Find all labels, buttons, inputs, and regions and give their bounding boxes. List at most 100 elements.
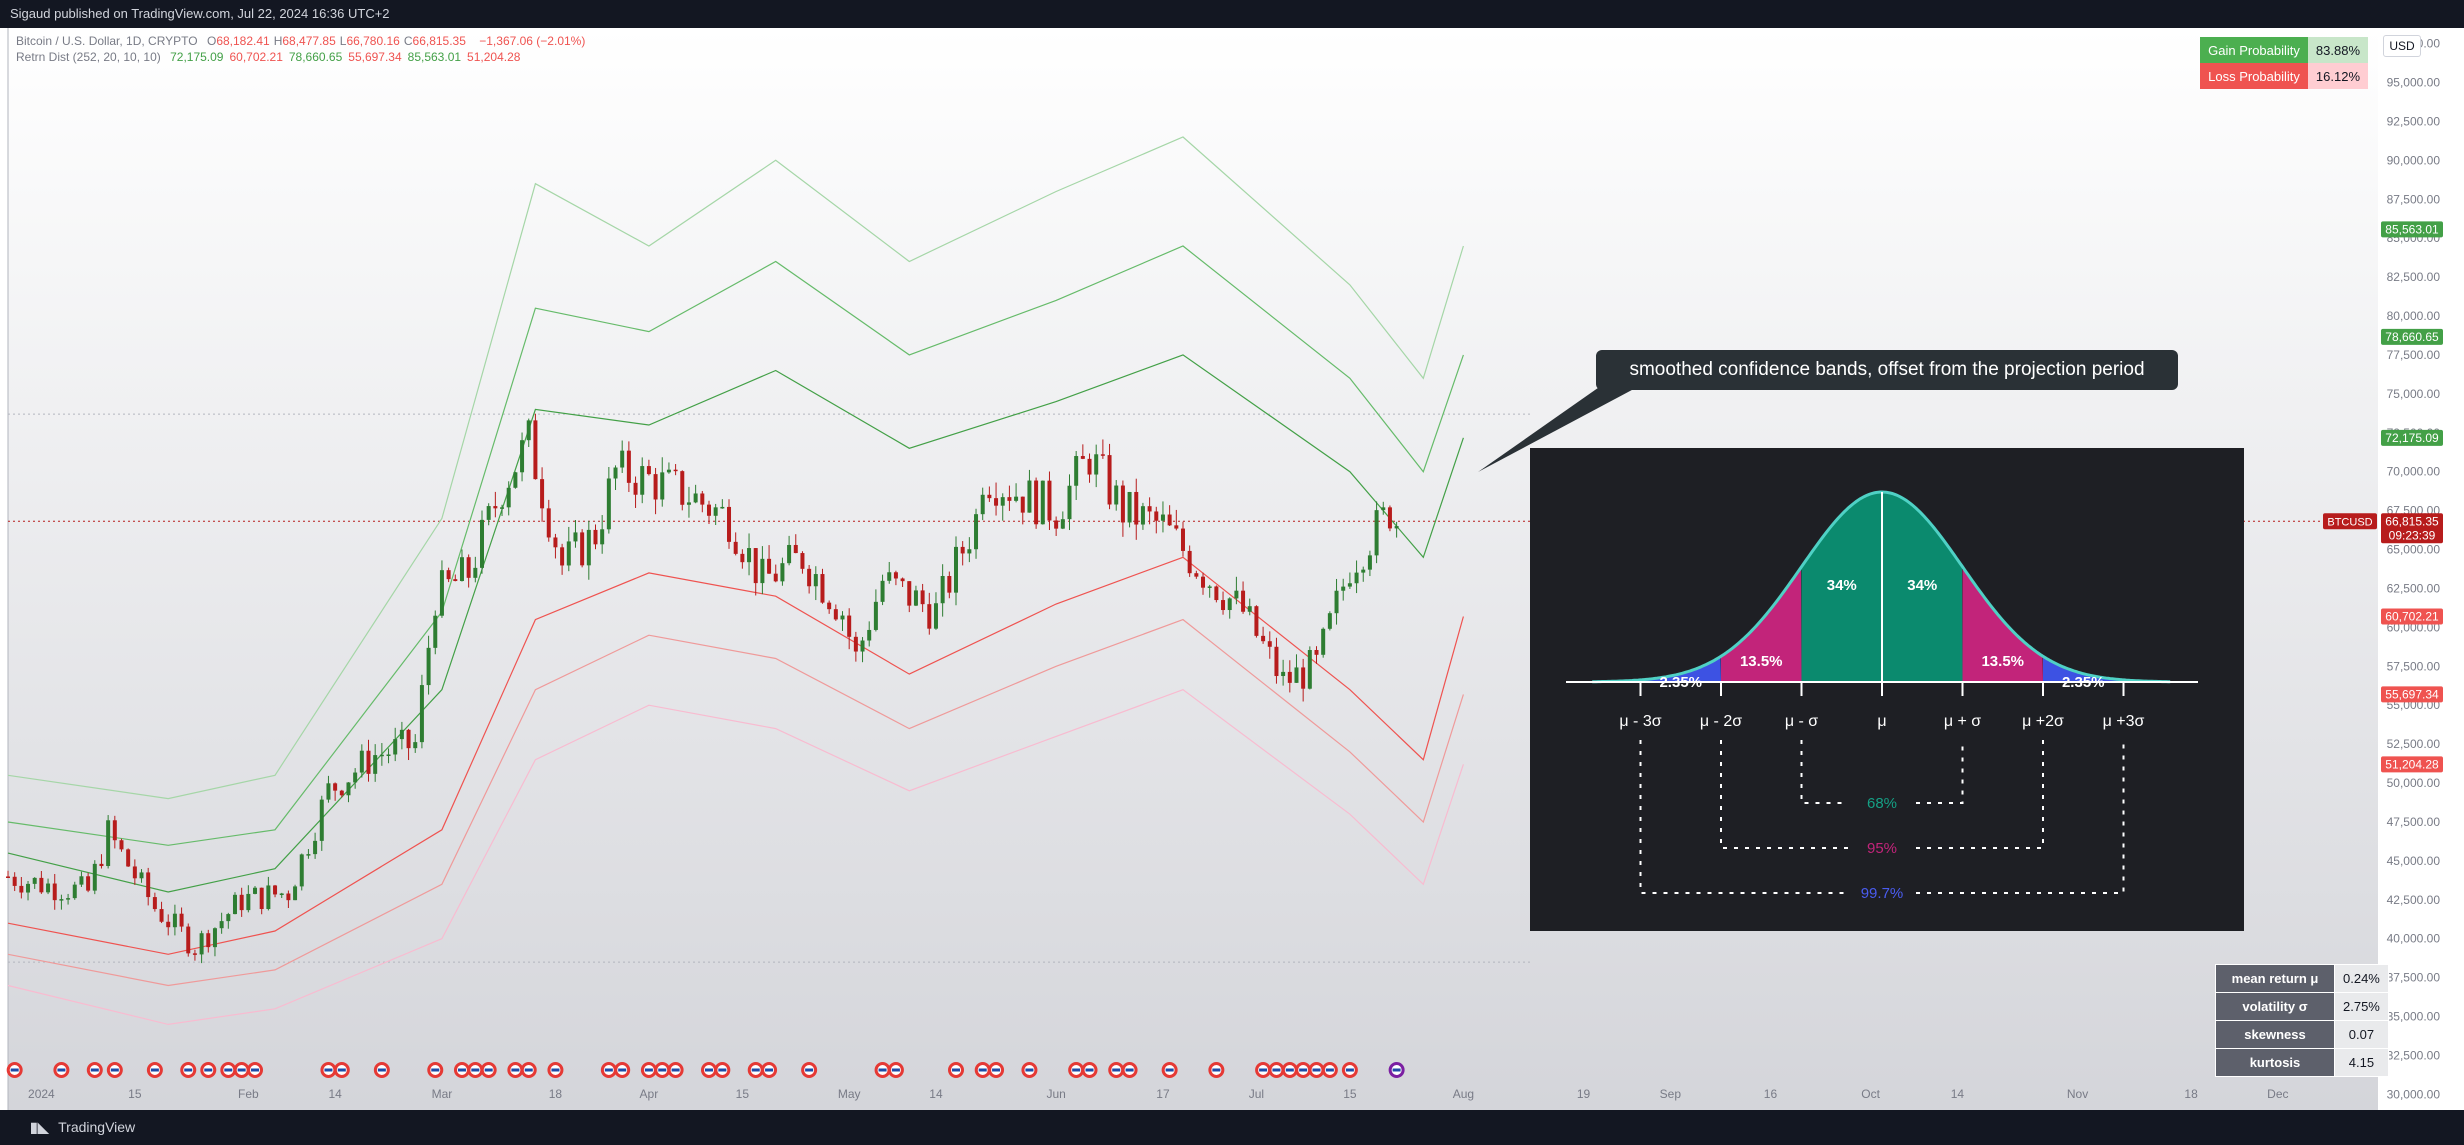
- stats-row: skewness 0.07: [2215, 1020, 2389, 1049]
- candle-body: [426, 647, 431, 686]
- event-flag-icon: [700, 1062, 717, 1078]
- x-tick-label: 14: [929, 1087, 943, 1101]
- candle-body: [760, 558, 765, 584]
- candle-body: [59, 899, 64, 901]
- publish-text: Sigaud published on TradingView.com, Jul…: [10, 6, 390, 21]
- event-flag-stripe: [1259, 1068, 1268, 1072]
- x-tick-label: 19: [1577, 1087, 1591, 1101]
- candle-body: [980, 494, 985, 515]
- event-flag-icon: [146, 1062, 163, 1078]
- candle-body: [673, 469, 678, 472]
- event-flag-icon: [1388, 1062, 1405, 1078]
- candle-body: [439, 570, 444, 616]
- symbol-tag-text: BTCUSD: [2327, 516, 2372, 528]
- probability-table: Gain Probability 83.88% Loss Probability…: [2200, 37, 2368, 89]
- indicator-value: 78,660.65: [288, 50, 343, 64]
- candle-body: [1180, 528, 1185, 551]
- price-label-box: [2381, 429, 2443, 446]
- y-tick-label: 92,500.00: [2387, 114, 2441, 128]
- event-flag-stripe: [1125, 1068, 1134, 1072]
- event-flag-icon: [887, 1062, 904, 1078]
- candle-body: [686, 502, 691, 505]
- event-flag-stripe: [471, 1068, 480, 1072]
- candle-body: [586, 529, 591, 566]
- event-flag-icon: [1081, 1062, 1098, 1078]
- event-flag-stripe: [57, 1068, 66, 1072]
- price-label-box: [2381, 513, 2443, 544]
- candle-body: [546, 508, 551, 538]
- candle-body: [954, 546, 958, 593]
- y-tick-label: 40,000.00: [2387, 932, 2441, 946]
- candle-body: [486, 506, 491, 520]
- y-tick-label: 35,000.00: [2387, 1010, 2441, 1024]
- stat-value: 0.24%: [2334, 964, 2389, 993]
- price-label-box: [2381, 686, 2443, 703]
- y-tick-label: 50,000.00: [2387, 776, 2441, 790]
- gain-label: Gain Probability: [2200, 37, 2308, 63]
- candle-body: [1321, 628, 1326, 655]
- y-tick-label: 80,000.00: [2387, 309, 2441, 323]
- stats-row: kurtosis 4.15: [2215, 1048, 2389, 1077]
- candle-body: [106, 820, 111, 867]
- event-flag-stripe: [511, 1068, 520, 1072]
- x-tick-label: 14: [1951, 1087, 1965, 1101]
- event-flag-stripe: [1272, 1068, 1281, 1072]
- candle-body: [727, 506, 732, 542]
- event-flag-stripe: [1312, 1068, 1321, 1072]
- candle-body: [1167, 514, 1172, 526]
- stat-value: 2.75%: [2334, 992, 2389, 1021]
- event-flag-stripe: [751, 1068, 760, 1072]
- candle-body: [860, 640, 865, 652]
- event-flag-stripe: [1299, 1068, 1308, 1072]
- candle-body: [900, 578, 905, 582]
- candle-body: [1374, 510, 1379, 556]
- y-tick-label: 90,000.00: [2387, 153, 2441, 167]
- candle-body: [920, 590, 925, 605]
- event-flag-icon: [106, 1062, 123, 1078]
- candle-body: [606, 478, 611, 530]
- x-tick-label: 15: [1343, 1087, 1357, 1101]
- candle-body: [1267, 641, 1272, 647]
- chart-area[interactable]: 2024 15 Feb 14 Mar 18 Apr 15 May 14 Jun 17 Jul 15 Aug 1…: [0, 28, 2464, 1110]
- event-flag-stripe: [718, 1068, 727, 1072]
- x-tick-label: Jul: [1249, 1087, 1264, 1101]
- chart-canvas[interactable]: 2024 15 Feb 14 Mar 18 Apr 15 May 14 Jun 17 Jul 15 Aug 1…: [0, 28, 2464, 1110]
- candle-body: [800, 553, 805, 569]
- x-tick-label: Mar: [432, 1087, 453, 1101]
- candle-body: [313, 840, 318, 855]
- event-flag-stripe: [551, 1068, 560, 1072]
- candle-body: [566, 541, 571, 566]
- y-tick-label: 70,000.00: [2387, 465, 2441, 479]
- event-flag-stripe: [1085, 1068, 1094, 1072]
- candle-body: [299, 854, 304, 887]
- event-flag-icon: [180, 1062, 197, 1078]
- gain-value: 83.88%: [2307, 37, 2368, 63]
- x-tick-label: 18: [2184, 1087, 2198, 1101]
- candle-body: [1201, 576, 1206, 588]
- event-flag-icon: [1121, 1062, 1138, 1078]
- candle-body: [226, 914, 231, 922]
- candle-body: [573, 532, 578, 542]
- candle-body: [646, 466, 651, 475]
- candle-body: [493, 506, 498, 509]
- candle-body: [1154, 511, 1159, 521]
- event-flag-icon: [714, 1062, 731, 1078]
- price-label-text: 51,204.28: [2385, 757, 2439, 771]
- candle-body: [266, 885, 271, 910]
- stat-value: 4.15: [2334, 1048, 2389, 1077]
- candle-body: [459, 557, 464, 582]
- y-tick-label: 52,500.00: [2387, 737, 2441, 751]
- range-label: 68%: [1867, 795, 1897, 812]
- candle-body: [112, 820, 117, 841]
- candle-body: [212, 928, 217, 948]
- stats-table: mean return μ 0.24% volatility σ 2.75% ske…: [2215, 964, 2389, 1077]
- currency-button[interactable]: USD: [2383, 35, 2421, 57]
- event-flag-stripe: [251, 1068, 260, 1072]
- event-flag-stripe: [524, 1068, 533, 1072]
- candle-body: [1187, 550, 1192, 574]
- indicator-value: 55,697.34: [348, 50, 402, 64]
- range-bracket: [1800, 740, 1964, 804]
- indicator-value: 60,702.21: [229, 50, 283, 64]
- segment-label: 2.35%: [1659, 674, 1702, 691]
